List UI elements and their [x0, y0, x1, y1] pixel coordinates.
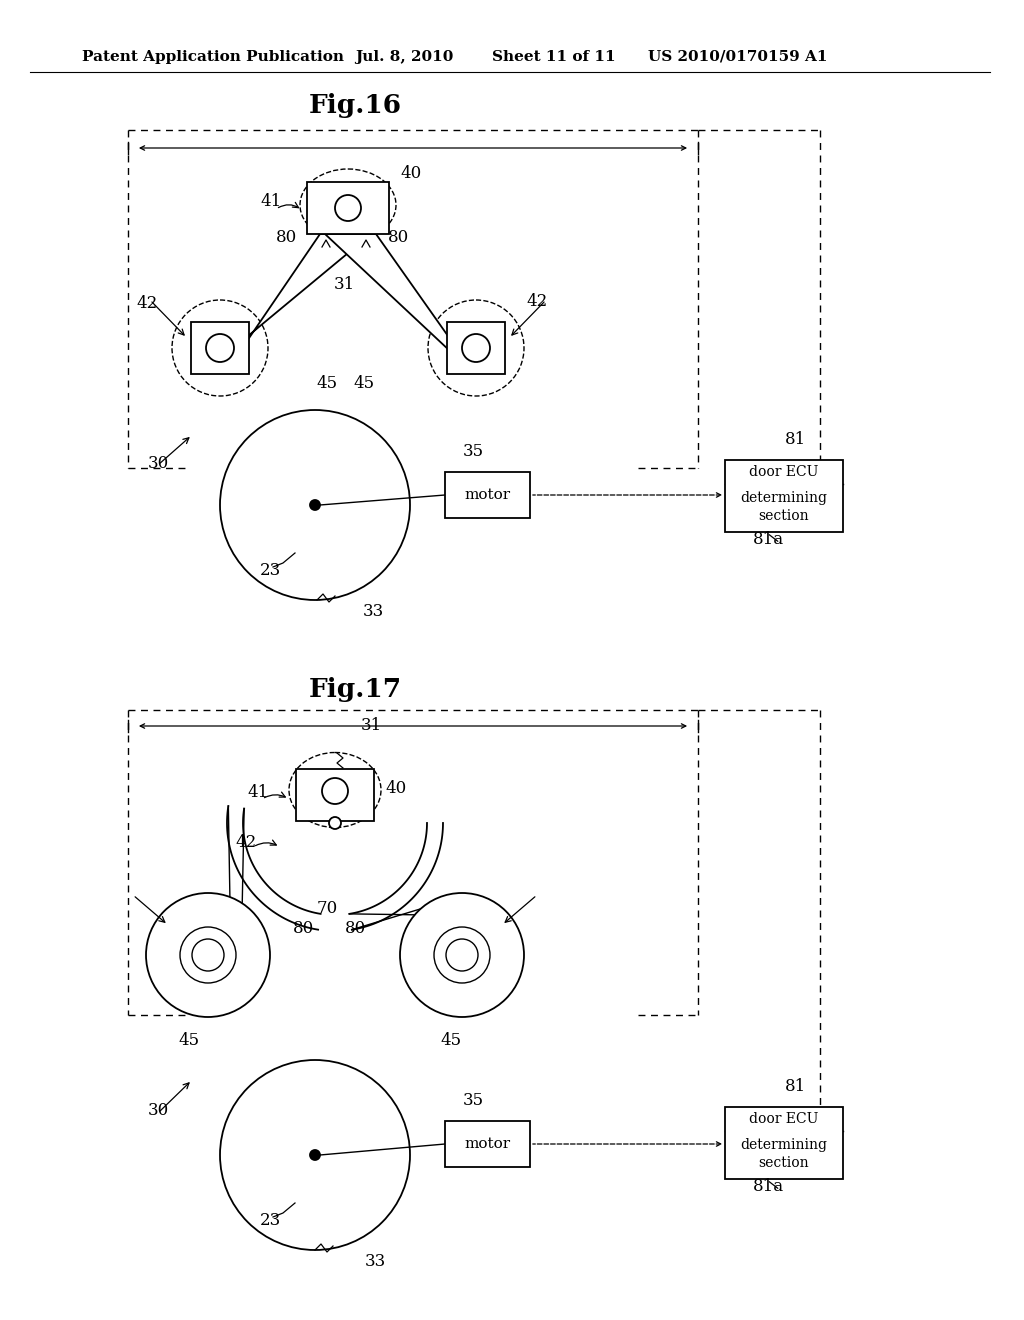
Bar — [445, 473, 530, 517]
Text: motor: motor — [465, 1137, 511, 1151]
Text: door ECU: door ECU — [750, 465, 818, 479]
Text: 41: 41 — [260, 193, 282, 210]
Text: 42: 42 — [234, 834, 256, 851]
Text: Fig.17: Fig.17 — [308, 677, 401, 702]
Bar — [191, 322, 249, 374]
Text: 31: 31 — [334, 276, 355, 293]
Text: 41: 41 — [247, 784, 268, 801]
Text: Fig.16: Fig.16 — [308, 92, 401, 117]
Bar — [725, 1107, 843, 1179]
Text: 23: 23 — [260, 562, 282, 579]
Text: section: section — [759, 1156, 809, 1170]
Text: determining: determining — [740, 1138, 827, 1152]
Text: 40: 40 — [400, 165, 421, 182]
Bar — [296, 770, 374, 821]
Text: motor: motor — [465, 488, 511, 502]
Text: Sheet 11 of 11: Sheet 11 of 11 — [492, 50, 615, 63]
Text: 81a: 81a — [753, 531, 784, 548]
Polygon shape — [325, 234, 466, 366]
Text: 70: 70 — [317, 900, 338, 917]
Bar — [447, 322, 505, 374]
Text: section: section — [759, 510, 809, 523]
Text: door ECU: door ECU — [750, 1111, 818, 1126]
Circle shape — [400, 894, 524, 1016]
Text: 81: 81 — [785, 1078, 806, 1096]
Text: US 2010/0170159 A1: US 2010/0170159 A1 — [648, 50, 827, 63]
Text: 81: 81 — [785, 432, 806, 447]
Text: 42: 42 — [136, 294, 158, 312]
Text: Patent Application Publication: Patent Application Publication — [82, 50, 344, 63]
Text: 40: 40 — [385, 780, 407, 797]
Text: 35: 35 — [463, 444, 484, 459]
Bar — [307, 182, 389, 234]
Circle shape — [146, 894, 270, 1016]
Text: Jul. 8, 2010: Jul. 8, 2010 — [355, 50, 454, 63]
Circle shape — [329, 817, 341, 829]
Text: 30: 30 — [148, 1102, 169, 1119]
Polygon shape — [230, 234, 371, 366]
Text: 35: 35 — [463, 1092, 484, 1109]
Text: 30: 30 — [148, 455, 169, 473]
Bar — [445, 1121, 530, 1167]
Circle shape — [206, 334, 234, 362]
Text: 80: 80 — [388, 228, 410, 246]
Text: 31: 31 — [361, 717, 382, 734]
Circle shape — [462, 334, 490, 362]
Circle shape — [335, 195, 361, 220]
Text: 23: 23 — [260, 1212, 282, 1229]
Text: 33: 33 — [365, 1253, 386, 1270]
Text: 45: 45 — [440, 1032, 461, 1049]
Text: 80: 80 — [276, 228, 297, 246]
Text: 80: 80 — [293, 920, 314, 937]
Circle shape — [310, 500, 319, 510]
Text: 81a: 81a — [753, 1177, 784, 1195]
Circle shape — [322, 777, 348, 804]
Text: 45: 45 — [353, 375, 374, 392]
Text: 33: 33 — [362, 603, 384, 620]
Text: 45: 45 — [178, 1032, 199, 1049]
Text: determining: determining — [740, 491, 827, 506]
Text: 42: 42 — [526, 293, 547, 310]
Bar — [725, 459, 843, 532]
Text: 45: 45 — [316, 375, 337, 392]
Text: 80: 80 — [345, 920, 367, 937]
Circle shape — [310, 1150, 319, 1160]
